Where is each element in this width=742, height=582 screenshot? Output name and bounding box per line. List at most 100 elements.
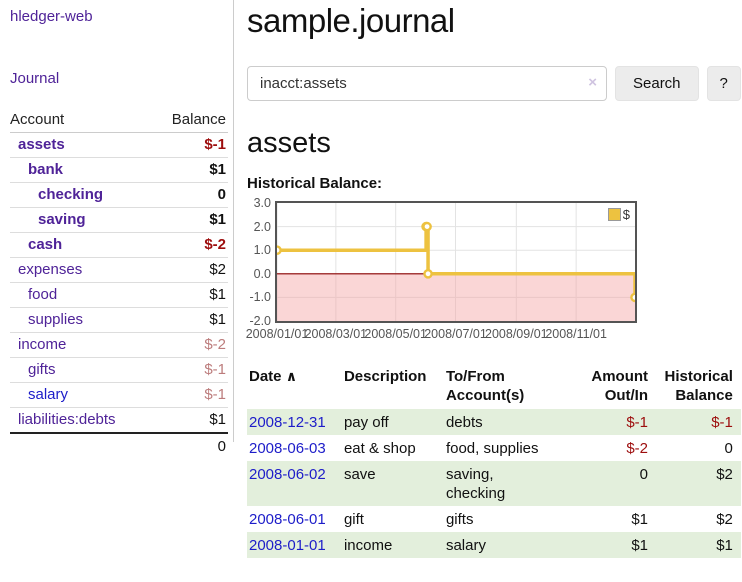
- transaction-description: income: [343, 537, 393, 554]
- account-heading: assets: [247, 127, 331, 159]
- date-header-label: Date: [249, 368, 282, 385]
- sidebar: hledger-web Journal Account Balance asse…: [0, 0, 234, 582]
- transaction-amount: $1: [631, 511, 649, 528]
- account-row: cash $-2: [10, 232, 228, 258]
- y-axis-tick: -2.0: [249, 314, 271, 328]
- search-button[interactable]: Search: [615, 66, 699, 101]
- transaction-accounts: saving, checking: [445, 466, 506, 502]
- register-row: 2008-01-01 income salary $1 $1: [247, 532, 741, 558]
- account-balance: $-1: [153, 357, 228, 383]
- transaction-date-link[interactable]: 2008-06-03: [249, 440, 326, 457]
- sidebar-account-link[interactable]: cash: [28, 236, 63, 253]
- transaction-date-link[interactable]: 2008-12-31: [249, 414, 326, 431]
- account-balance: $2: [153, 257, 228, 283]
- page-title: sample.journal: [247, 2, 455, 39]
- account-balance: $-1: [153, 132, 228, 158]
- sidebar-account-link[interactable]: income: [18, 336, 67, 353]
- y-axis-tick: 1.0: [253, 243, 271, 258]
- account-balance: $1: [153, 207, 228, 233]
- register-row: 2008-06-02 save saving, checking 0 $2: [247, 461, 741, 506]
- register-header-row: Date ∧ Description To/From Account(s) Am…: [247, 365, 741, 409]
- account-row: gifts $-1: [10, 357, 228, 383]
- account-row: supplies $1: [10, 307, 228, 333]
- sidebar-account-link[interactable]: food: [28, 286, 58, 303]
- sidebar-account-link[interactable]: assets: [18, 136, 65, 153]
- account-balance: $1: [153, 307, 228, 333]
- transaction-description: eat & shop: [343, 440, 416, 457]
- account-row: assets $-1: [10, 132, 228, 158]
- register-header-date[interactable]: Date ∧: [247, 365, 344, 409]
- legend-label: $: [622, 207, 630, 222]
- accounts-header-balance: Balance: [153, 108, 228, 133]
- y-axis-tick: -1.0: [249, 290, 271, 305]
- account-row: checking 0: [10, 182, 228, 208]
- transaction-accounts: food, supplies: [445, 440, 539, 457]
- x-axis-tick: 2008/11/01: [545, 327, 607, 341]
- account-balance: $-2: [153, 232, 228, 258]
- legend-swatch-icon: [607, 208, 621, 221]
- transaction-accounts: gifts: [445, 511, 474, 528]
- sidebar-account-link[interactable]: salary: [28, 386, 69, 403]
- register-table: Date ∧ Description To/From Account(s) Am…: [247, 365, 741, 558]
- x-axis-tick: 2008/03/01: [304, 327, 368, 341]
- account-balance: $1: [153, 282, 228, 308]
- sidebar-account-link[interactable]: checking: [38, 186, 104, 203]
- transaction-amount: $-2: [626, 440, 649, 457]
- transaction-description: gift: [343, 511, 364, 528]
- account-balance: $-1: [153, 382, 228, 408]
- chart-legend: $: [607, 207, 630, 222]
- transaction-amount: 0: [639, 466, 649, 483]
- y-axis-tick: 0.0: [253, 266, 271, 281]
- register-row: 2008-06-01 gift gifts $1 $2: [247, 506, 741, 532]
- x-axis-tick: 2008/05/01: [364, 327, 427, 341]
- accounts-header-row: Account Balance: [10, 108, 228, 133]
- x-axis-tick: 2008/09/01: [485, 327, 548, 341]
- transaction-balance: $2: [716, 511, 733, 528]
- account-balance: 0: [153, 182, 228, 208]
- register-header-amount: Amount Out/In: [591, 368, 649, 404]
- sidebar-account-link[interactable]: saving: [38, 211, 86, 228]
- register-header-balance: Historical Balance: [664, 368, 733, 404]
- account-row: food $1: [10, 282, 228, 308]
- chart-canvas: [277, 203, 635, 321]
- account-balance: $1: [153, 407, 228, 434]
- account-row: saving $1: [10, 207, 228, 233]
- accounts-header-account: Account: [10, 108, 154, 133]
- accounts-total-row: 0: [10, 432, 228, 459]
- accounts-total-value: 0: [153, 432, 228, 459]
- chart-y-axis: 3.0 2.0 1.0 0.0 -1.0 -2.0: [247, 196, 271, 328]
- account-row: liabilities:debts $1: [10, 407, 228, 434]
- transaction-accounts: debts: [445, 414, 483, 431]
- transaction-description: save: [343, 466, 376, 483]
- help-button[interactable]: ?: [706, 66, 741, 101]
- chart-plot-area[interactable]: $: [275, 201, 637, 323]
- transaction-date-link[interactable]: 2008-06-01: [249, 511, 326, 528]
- clear-search-icon[interactable]: ×: [588, 74, 597, 91]
- transaction-balance: $1: [716, 537, 733, 554]
- transaction-accounts: salary: [445, 537, 486, 554]
- sidebar-account-link[interactable]: bank: [28, 161, 64, 178]
- transaction-balance: $-1: [711, 414, 733, 431]
- search-input[interactable]: [247, 66, 607, 101]
- register-header-accounts: To/From Account(s): [445, 368, 525, 404]
- transaction-date-link[interactable]: 2008-06-02: [249, 466, 326, 483]
- y-axis-tick: 3.0: [253, 196, 271, 210]
- register-row: 2008-06-03 eat & shop food, supplies $-2 0: [247, 435, 741, 461]
- sidebar-item-journal[interactable]: Journal: [10, 70, 60, 87]
- search-wrap: ×: [247, 66, 607, 101]
- sidebar-account-link[interactable]: liabilities:debts: [18, 411, 116, 428]
- register-header-description: Description: [343, 368, 427, 385]
- x-axis-tick: 2008/01/01: [245, 327, 309, 341]
- transaction-balance: $2: [716, 466, 733, 483]
- sidebar-account-link[interactable]: expenses: [18, 261, 83, 278]
- search-row: × Search ?: [247, 66, 741, 101]
- transaction-date-link[interactable]: 2008-01-01: [249, 537, 326, 554]
- transaction-balance: 0: [724, 440, 733, 457]
- account-row: bank $1: [10, 157, 228, 183]
- sidebar-account-link[interactable]: gifts: [28, 361, 56, 378]
- sort-ascending-icon: ∧: [285, 368, 298, 384]
- sidebar-account-link[interactable]: supplies: [28, 311, 84, 328]
- y-axis-tick: 2.0: [253, 219, 271, 234]
- brand-link[interactable]: hledger-web: [10, 8, 93, 25]
